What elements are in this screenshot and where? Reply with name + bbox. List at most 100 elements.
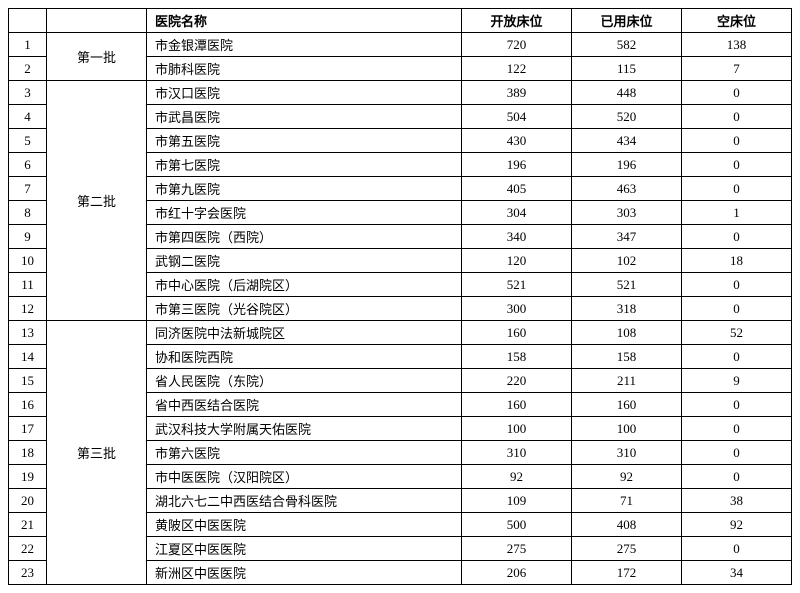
cell-used: 463 <box>572 177 682 201</box>
cell-used: 100 <box>572 417 682 441</box>
cell-empty: 0 <box>682 345 792 369</box>
cell-open: 109 <box>462 489 572 513</box>
header-used: 已用床位 <box>572 9 682 33</box>
cell-hospital-name: 市肺科医院 <box>147 57 462 81</box>
cell-empty: 0 <box>682 153 792 177</box>
cell-open: 340 <box>462 225 572 249</box>
cell-empty: 92 <box>682 513 792 537</box>
cell-hospital-name: 市第五医院 <box>147 129 462 153</box>
cell-empty: 138 <box>682 33 792 57</box>
cell-hospital-name: 市第六医院 <box>147 441 462 465</box>
cell-open: 405 <box>462 177 572 201</box>
cell-open: 720 <box>462 33 572 57</box>
cell-open: 275 <box>462 537 572 561</box>
cell-open: 504 <box>462 105 572 129</box>
cell-empty: 0 <box>682 465 792 489</box>
cell-used: 582 <box>572 33 682 57</box>
cell-used: 521 <box>572 273 682 297</box>
header-empty: 空床位 <box>682 9 792 33</box>
cell-empty: 0 <box>682 129 792 153</box>
cell-empty: 0 <box>682 297 792 321</box>
cell-hospital-name: 省中西医结合医院 <box>147 393 462 417</box>
cell-idx: 6 <box>9 153 47 177</box>
cell-open: 206 <box>462 561 572 585</box>
header-batch <box>47 9 147 33</box>
cell-used: 520 <box>572 105 682 129</box>
cell-idx: 15 <box>9 369 47 393</box>
cell-used: 92 <box>572 465 682 489</box>
cell-empty: 38 <box>682 489 792 513</box>
header-name: 医院名称 <box>147 9 462 33</box>
cell-used: 211 <box>572 369 682 393</box>
cell-open: 304 <box>462 201 572 225</box>
cell-empty: 0 <box>682 105 792 129</box>
cell-idx: 13 <box>9 321 47 345</box>
cell-empty: 0 <box>682 537 792 561</box>
cell-open: 160 <box>462 393 572 417</box>
cell-idx: 12 <box>9 297 47 321</box>
cell-open: 300 <box>462 297 572 321</box>
cell-batch: 第一批 <box>47 33 147 81</box>
cell-idx: 2 <box>9 57 47 81</box>
cell-hospital-name: 湖北六七二中西医结合骨科医院 <box>147 489 462 513</box>
cell-idx: 11 <box>9 273 47 297</box>
cell-open: 430 <box>462 129 572 153</box>
cell-open: 220 <box>462 369 572 393</box>
cell-empty: 0 <box>682 81 792 105</box>
cell-hospital-name: 新洲区中医医院 <box>147 561 462 585</box>
cell-idx: 21 <box>9 513 47 537</box>
cell-open: 100 <box>462 417 572 441</box>
cell-used: 158 <box>572 345 682 369</box>
table-header: 医院名称 开放床位 已用床位 空床位 <box>9 9 792 33</box>
cell-idx: 8 <box>9 201 47 225</box>
cell-open: 389 <box>462 81 572 105</box>
cell-idx: 3 <box>9 81 47 105</box>
header-open: 开放床位 <box>462 9 572 33</box>
cell-idx: 7 <box>9 177 47 201</box>
cell-idx: 16 <box>9 393 47 417</box>
cell-idx: 1 <box>9 33 47 57</box>
cell-used: 347 <box>572 225 682 249</box>
cell-empty: 0 <box>682 393 792 417</box>
cell-hospital-name: 市中心医院（后湖院区） <box>147 273 462 297</box>
cell-empty: 34 <box>682 561 792 585</box>
cell-used: 408 <box>572 513 682 537</box>
cell-hospital-name: 市中医医院（汉阳院区） <box>147 465 462 489</box>
cell-empty: 9 <box>682 369 792 393</box>
cell-used: 275 <box>572 537 682 561</box>
cell-hospital-name: 省人民医院（东院） <box>147 369 462 393</box>
cell-idx: 17 <box>9 417 47 441</box>
cell-hospital-name: 武钢二医院 <box>147 249 462 273</box>
cell-hospital-name: 市第九医院 <box>147 177 462 201</box>
cell-hospital-name: 协和医院西院 <box>147 345 462 369</box>
cell-open: 310 <box>462 441 572 465</box>
cell-batch: 第二批 <box>47 81 147 321</box>
cell-hospital-name: 市第三医院（光谷院区） <box>147 297 462 321</box>
cell-open: 500 <box>462 513 572 537</box>
cell-used: 310 <box>572 441 682 465</box>
cell-empty: 0 <box>682 177 792 201</box>
cell-idx: 18 <box>9 441 47 465</box>
cell-open: 122 <box>462 57 572 81</box>
cell-hospital-name: 黄陂区中医医院 <box>147 513 462 537</box>
cell-empty: 0 <box>682 273 792 297</box>
cell-hospital-name: 江夏区中医医院 <box>147 537 462 561</box>
cell-used: 71 <box>572 489 682 513</box>
cell-hospital-name: 同济医院中法新城院区 <box>147 321 462 345</box>
cell-hospital-name: 市第四医院（西院） <box>147 225 462 249</box>
cell-used: 115 <box>572 57 682 81</box>
cell-used: 172 <box>572 561 682 585</box>
cell-open: 160 <box>462 321 572 345</box>
cell-open: 120 <box>462 249 572 273</box>
cell-empty: 0 <box>682 417 792 441</box>
cell-used: 434 <box>572 129 682 153</box>
cell-idx: 9 <box>9 225 47 249</box>
cell-used: 196 <box>572 153 682 177</box>
cell-hospital-name: 市汉口医院 <box>147 81 462 105</box>
cell-empty: 1 <box>682 201 792 225</box>
cell-empty: 7 <box>682 57 792 81</box>
cell-open: 196 <box>462 153 572 177</box>
table-row: 13第三批同济医院中法新城院区16010852 <box>9 321 792 345</box>
cell-open: 158 <box>462 345 572 369</box>
cell-idx: 14 <box>9 345 47 369</box>
